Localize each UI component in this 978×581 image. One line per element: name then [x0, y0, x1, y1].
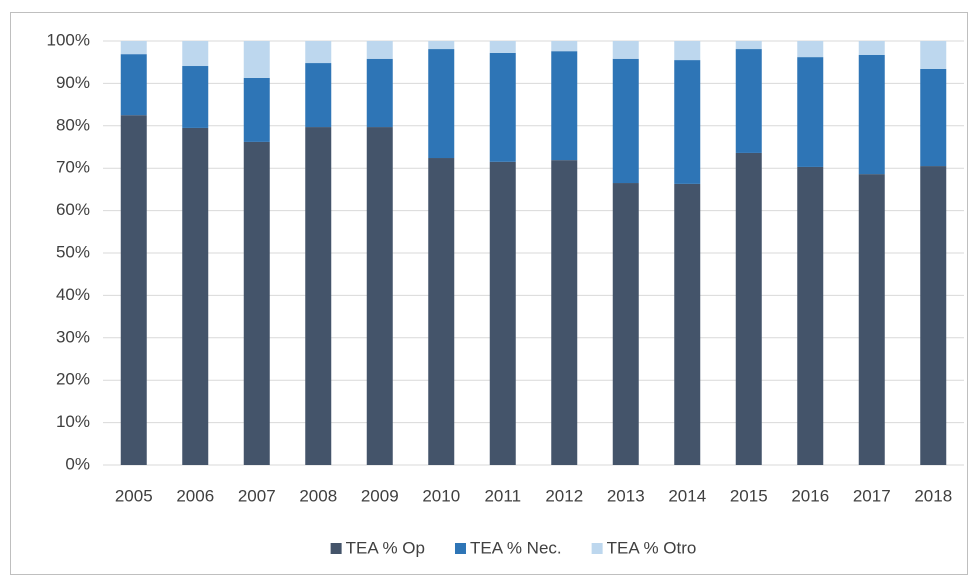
y-tick-label: 0%	[65, 454, 90, 473]
x-tick-label: 2018	[914, 486, 952, 505]
bar-segment	[920, 41, 947, 69]
bar-segment	[305, 41, 332, 64]
x-tick-label: 2007	[238, 486, 276, 505]
x-tick-label: 2013	[607, 486, 645, 505]
bar-segment	[428, 158, 455, 466]
y-tick-label: 100%	[47, 30, 90, 49]
legend-swatch	[591, 543, 603, 554]
bar-segment	[120, 41, 147, 55]
bar-segment	[366, 58, 393, 128]
bar-segment	[489, 52, 516, 162]
y-tick-label: 40%	[56, 285, 90, 304]
x-tick-label: 2005	[115, 486, 153, 505]
x-tick-label: 2010	[422, 486, 460, 505]
bar-segment	[243, 77, 270, 142]
bar-segment	[489, 41, 516, 53]
legend-label: TEA % Op	[346, 538, 425, 557]
bar-segment	[120, 115, 147, 465]
y-tick-label: 10%	[56, 412, 90, 431]
x-tick-label: 2015	[730, 486, 768, 505]
x-tick-label: 2014	[668, 486, 706, 505]
x-tick-label: 2009	[361, 486, 399, 505]
bar-segment	[735, 49, 762, 153]
bar-segment	[674, 41, 701, 61]
bar-segment	[858, 54, 885, 175]
legend-label: TEA % Otro	[607, 538, 697, 557]
x-tick-label: 2016	[791, 486, 829, 505]
legend-swatch	[454, 543, 466, 554]
bar-segment	[243, 41, 270, 78]
y-tick-label: 80%	[56, 115, 90, 134]
bar-segment	[120, 54, 147, 116]
bar-segment	[551, 51, 578, 161]
y-tick-label: 70%	[56, 158, 90, 177]
bar-segment	[551, 41, 578, 52]
legend-label: TEA % Nec.	[470, 538, 562, 557]
bar-segment	[858, 41, 885, 55]
x-tick-label: 2006	[176, 486, 214, 505]
bar-segment	[920, 166, 947, 465]
bar-segment	[612, 58, 639, 184]
bar-segment	[797, 41, 824, 58]
bar-segment	[428, 41, 455, 50]
bar-segment	[612, 41, 639, 59]
bar-segment	[428, 49, 455, 159]
bar-segment	[858, 174, 885, 466]
x-tick-label: 2017	[853, 486, 891, 505]
bar-segment	[182, 66, 209, 128]
x-tick-label: 2011	[484, 486, 521, 505]
bar-segment	[243, 141, 270, 466]
bar-segment	[797, 57, 824, 167]
bar-segment	[612, 183, 639, 466]
y-tick-label: 60%	[56, 200, 90, 219]
y-tick-label: 30%	[56, 327, 90, 346]
bar-segment	[305, 127, 332, 466]
bar-segment	[551, 160, 578, 466]
bar-segment	[489, 161, 516, 465]
bar-segment	[182, 41, 209, 67]
bar-segment	[182, 127, 209, 466]
y-tick-label: 50%	[56, 242, 90, 261]
legend-swatch	[330, 543, 342, 554]
bar-segment	[797, 166, 824, 466]
bar-segment	[735, 41, 762, 50]
y-tick-label: 90%	[56, 73, 90, 92]
bar-segment	[920, 68, 947, 167]
bar-segment	[305, 63, 332, 128]
y-tick-label: 20%	[56, 370, 90, 389]
bar-segment	[674, 183, 701, 465]
bar-segment	[735, 152, 762, 465]
x-tick-label: 2008	[299, 486, 337, 505]
bar-segment	[674, 60, 701, 184]
bar-segment	[366, 41, 393, 59]
bar-segment	[366, 127, 393, 466]
x-tick-label: 2012	[545, 486, 583, 505]
